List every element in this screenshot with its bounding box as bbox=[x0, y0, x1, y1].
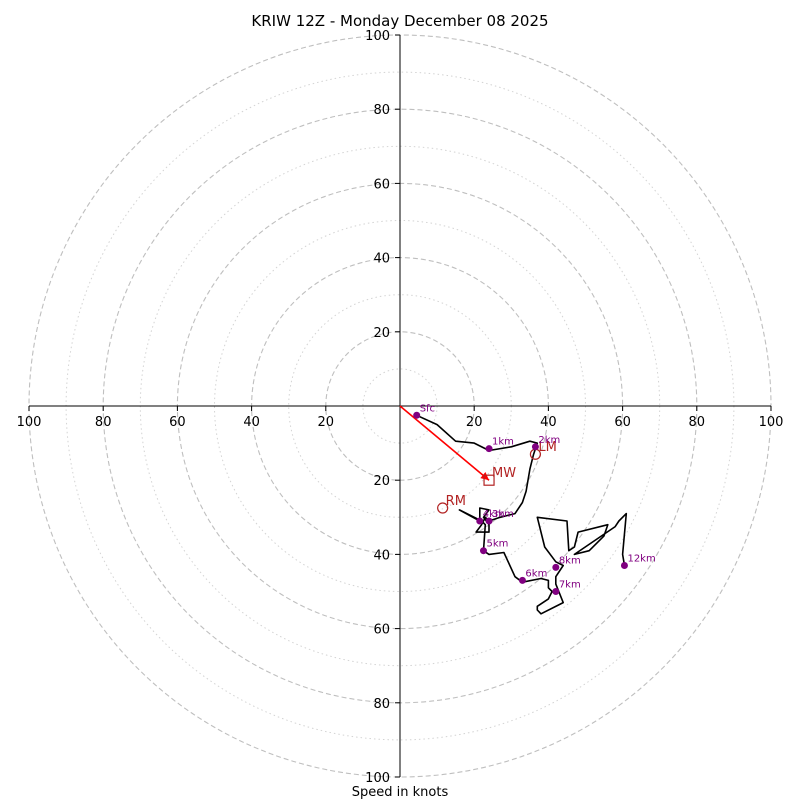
height-marker bbox=[479, 547, 487, 555]
height-marker-label: 12km bbox=[627, 554, 655, 565]
chart-title: KRIW 12Z - Monday December 08 2025 bbox=[251, 12, 548, 30]
y-tick-label: 40 bbox=[373, 252, 390, 267]
mean-wind-label: MW bbox=[492, 466, 516, 481]
x-tick-label: 40 bbox=[540, 415, 557, 430]
height-marker-label: Sfc bbox=[420, 403, 435, 414]
height-marker-label: 1km bbox=[492, 437, 514, 448]
height-marker bbox=[413, 411, 421, 419]
x-axis-label: Speed in knots bbox=[352, 785, 449, 800]
height-marker-label: 2km bbox=[538, 435, 560, 446]
height-marker bbox=[485, 445, 493, 453]
height-marker-label: 4km bbox=[483, 509, 505, 520]
shear-vector-arrowhead bbox=[480, 472, 490, 481]
x-tick-label: 60 bbox=[169, 415, 186, 430]
x-tick-label: 100 bbox=[17, 415, 42, 430]
y-tick-label: 100 bbox=[365, 771, 390, 786]
x-tick-label: 80 bbox=[689, 415, 706, 430]
height-marker-label: 8km bbox=[559, 555, 581, 566]
height-marker bbox=[552, 588, 560, 595]
x-tick-label: 20 bbox=[466, 415, 483, 430]
y-tick-label: 20 bbox=[373, 326, 390, 341]
height-marker bbox=[476, 517, 484, 525]
x-tick-label: 80 bbox=[95, 415, 112, 430]
right-mover-label: RM bbox=[446, 494, 466, 509]
height-marker bbox=[518, 576, 526, 584]
right-mover-marker bbox=[437, 502, 449, 514]
height-marker bbox=[620, 562, 628, 570]
y-tick-label: 60 bbox=[373, 177, 390, 192]
left-mover-label: LM bbox=[538, 440, 556, 455]
height-marker-label: 7km bbox=[559, 580, 581, 591]
shear-vector-line bbox=[399, 405, 490, 481]
y-tick-label: 100 bbox=[365, 29, 390, 44]
y-tick-label: 20 bbox=[373, 474, 390, 489]
height-marker-label: 6km bbox=[525, 568, 547, 579]
y-tick-label: 60 bbox=[373, 623, 390, 638]
height-marker bbox=[485, 517, 493, 525]
y-tick-label: 80 bbox=[373, 103, 390, 118]
x-tick-label: 40 bbox=[243, 415, 260, 430]
height-marker bbox=[552, 563, 560, 571]
y-tick-label: 80 bbox=[373, 697, 390, 712]
y-tick-label: 40 bbox=[373, 548, 390, 563]
mean-wind-marker bbox=[483, 474, 495, 486]
hodograph-trace bbox=[416, 414, 628, 615]
height-marker-label: 3km bbox=[492, 509, 514, 520]
x-tick-label: 20 bbox=[318, 415, 335, 430]
height-marker bbox=[531, 443, 539, 451]
x-tick-label: 100 bbox=[759, 415, 784, 430]
x-tick-label: 60 bbox=[614, 415, 631, 430]
height-marker-label: 5km bbox=[486, 539, 508, 550]
